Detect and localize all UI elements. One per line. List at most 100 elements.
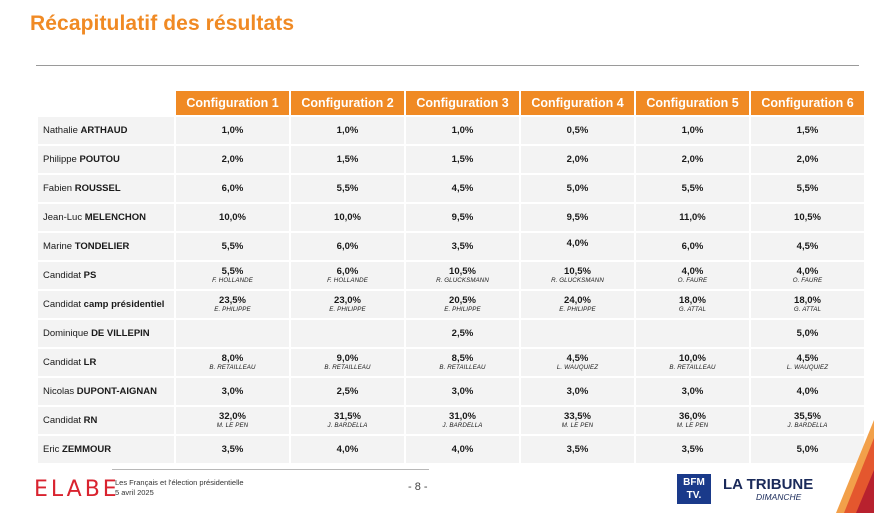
- result-value: 2,5%: [336, 386, 359, 397]
- candidate-first-name: Marine: [43, 241, 73, 252]
- header-config-5: Configuration 5: [636, 91, 749, 115]
- candidate-name: Nathalie ARTHAUD: [38, 117, 174, 144]
- result-cell: [176, 320, 289, 347]
- candidate-name: Candidat LR: [38, 349, 174, 376]
- table-row: Candidat RN 32,0% M. LE PEN 31,5% J. BARDELL…: [38, 407, 864, 434]
- result-cell: 23,5% E. PHILIPPE: [176, 291, 289, 318]
- result-cell: 1,0%: [176, 117, 289, 144]
- result-cell: 8,5% B. RETAILLEAU: [406, 349, 519, 376]
- result-cell: 10,5%: [751, 204, 864, 231]
- candidate-name: Eric ZEMMOUR: [38, 436, 174, 463]
- result-value: 9,5%: [566, 212, 589, 223]
- result-cell: 4,0% O. FAURE: [636, 262, 749, 289]
- result-cell: 1,5%: [751, 117, 864, 144]
- candidate-last-name: camp présidentiel: [83, 299, 165, 310]
- table-row: Jean-Luc MELENCHON 10,0% 10,0% 9,5% 9,5% 11,0…: [38, 204, 864, 231]
- result-value: 1,0%: [681, 125, 704, 136]
- table-row: Candidat PS 5,5% F. HOLLANDE 6,0% F. HOLLAND…: [38, 262, 864, 289]
- result-value: 8,5%: [451, 353, 474, 364]
- candidate-note: R. GLUCKSMANN: [436, 277, 489, 284]
- candidate-note: B. RETAILLEAU: [439, 364, 486, 371]
- result-cell: 4,0%: [521, 233, 634, 260]
- result-value: 5,5%: [221, 241, 244, 252]
- result-value: 3,0%: [221, 386, 244, 397]
- candidate-last-name: LR: [83, 357, 97, 368]
- result-cell: 23,0% E. PHILIPPE: [291, 291, 404, 318]
- candidate-first-name: Nicolas: [43, 386, 75, 397]
- result-value: 4,0%: [681, 266, 704, 277]
- result-value: 2,0%: [796, 154, 819, 165]
- result-value: 3,5%: [221, 444, 244, 455]
- result-cell: 2,0%: [176, 146, 289, 173]
- footer-caption: Les Français et l'élection présidentiell…: [115, 478, 244, 498]
- candidate-last-name: ROUSSEL: [74, 183, 121, 194]
- page-number: - 8 -: [408, 481, 428, 493]
- result-cell: 3,5%: [406, 233, 519, 260]
- candidate-first-name: Candidat: [43, 299, 82, 310]
- result-cell: 3,0%: [636, 378, 749, 405]
- result-cell: 6,0% F. HOLLANDE: [291, 262, 404, 289]
- result-cell: 6,0%: [291, 233, 404, 260]
- candidate-last-name: DE VILLEPIN: [91, 328, 150, 339]
- candidate-name: Marine TONDELIER: [38, 233, 174, 260]
- table-row: Nicolas DUPONT-AIGNAN 3,0% 2,5% 3,0% 3,0% 3,0…: [38, 378, 864, 405]
- candidate-note: E. PHILIPPE: [559, 306, 596, 313]
- result-value: 2,0%: [681, 154, 704, 165]
- result-cell: 2,0%: [521, 146, 634, 173]
- bfm-logo-bottom: TV.: [686, 490, 702, 501]
- candidate-note: B. RETAILLEAU: [669, 364, 716, 371]
- candidate-first-name: Philippe: [43, 154, 77, 165]
- result-value: 5,5%: [221, 266, 244, 277]
- result-value: 20,5%: [449, 295, 476, 306]
- result-value: 3,0%: [566, 386, 589, 397]
- candidate-note: J. BARDELLA: [442, 422, 483, 429]
- candidate-name: Candidat PS: [38, 262, 174, 289]
- page-title: Récapitulatif des résultats: [30, 12, 295, 35]
- result-value: 9,5%: [451, 212, 474, 223]
- candidate-first-name: Eric: [43, 444, 60, 455]
- header-config-2: Configuration 2: [291, 91, 404, 115]
- result-value: 6,0%: [336, 266, 359, 277]
- footer-subject: Les Français et l'élection présidentiell…: [115, 478, 244, 487]
- result-cell: 0,5%: [521, 117, 634, 144]
- candidate-name: Jean-Luc MELENCHON: [38, 204, 174, 231]
- result-value: 10,5%: [564, 266, 591, 277]
- result-cell: 3,5%: [521, 436, 634, 463]
- result-cell: 10,0% B. RETAILLEAU: [636, 349, 749, 376]
- footer-divider: [112, 469, 429, 470]
- result-value: 32,0%: [219, 411, 246, 422]
- result-cell: 2,5%: [291, 378, 404, 405]
- result-value: 0,5%: [566, 125, 589, 136]
- result-value: 1,5%: [451, 154, 474, 165]
- result-cell: 20,5% E. PHILIPPE: [406, 291, 519, 318]
- result-value: 18,0%: [679, 295, 706, 306]
- result-cell: 3,0%: [406, 378, 519, 405]
- result-value: 1,0%: [451, 125, 474, 136]
- result-value: 4,5%: [796, 241, 819, 252]
- table-row: Dominique DE VILLEPIN 2,5% 5,0%: [38, 320, 864, 347]
- result-cell: 32,0% M. LE PEN: [176, 407, 289, 434]
- result-cell: 3,5%: [636, 436, 749, 463]
- header-config-1: Configuration 1: [176, 91, 289, 115]
- candidate-name: Nicolas DUPONT-AIGNAN: [38, 378, 174, 405]
- results-table: Configuration 1 Configuration 2 Configur…: [36, 89, 866, 465]
- result-value: 4,0%: [796, 266, 819, 277]
- result-cell: 10,5% R. GLUCKSMANN: [521, 262, 634, 289]
- result-value: 1,0%: [336, 125, 359, 136]
- result-value: 10,5%: [449, 266, 476, 277]
- candidate-note: G. ATTAL: [678, 306, 707, 313]
- result-value: 4,5%: [566, 353, 589, 364]
- candidate-note: L. WAUQUIEZ: [786, 364, 829, 371]
- result-cell: 4,0%: [406, 436, 519, 463]
- header-corner: [38, 91, 174, 115]
- result-value: 4,0%: [796, 386, 819, 397]
- result-value: 4,0%: [336, 444, 359, 455]
- result-cell: 5,5% F. HOLLANDE: [176, 262, 289, 289]
- result-value: 4,0%: [451, 444, 474, 455]
- candidate-first-name: Candidat: [43, 270, 82, 281]
- result-cell: [521, 320, 634, 347]
- result-cell: 11,0%: [636, 204, 749, 231]
- candidate-first-name: Fabien: [43, 183, 73, 194]
- result-value: 3,0%: [681, 386, 704, 397]
- candidate-note: O. FAURE: [677, 277, 708, 284]
